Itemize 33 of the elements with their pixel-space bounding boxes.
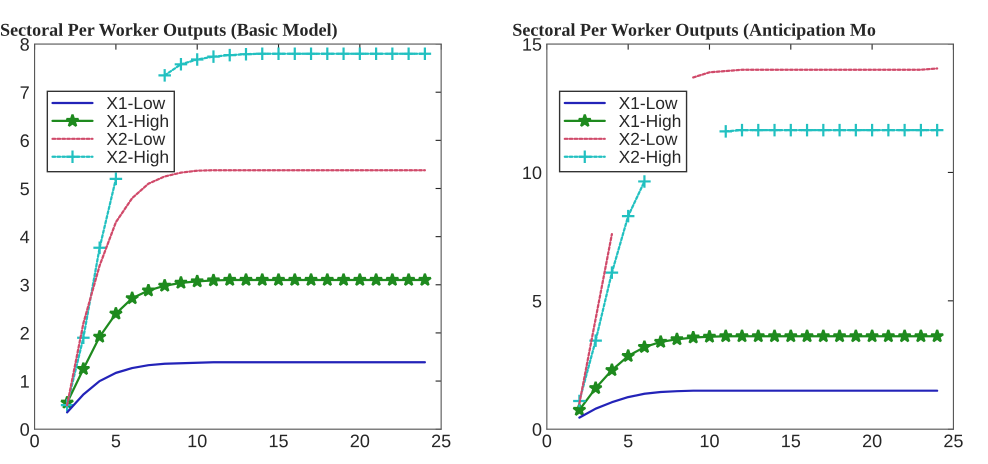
y-tick-label: 10 (523, 166, 542, 180)
y-tick-label: 15 (523, 38, 542, 51)
x-tick-label: 0 (30, 434, 39, 448)
x-tick-label: 20 (862, 434, 882, 448)
legend-label: X2-Low (106, 132, 166, 146)
x-tick-label: 25 (432, 434, 450, 448)
x-tick-label: 20 (350, 434, 370, 448)
x-tick-label: 25 (944, 434, 963, 448)
legend-label: X2-High (619, 150, 680, 166)
legend-label: X1-High (106, 114, 168, 131)
x-tick-label: 15 (782, 434, 800, 448)
x-tick-label: 10 (700, 434, 719, 448)
x-tick-label: 10 (188, 434, 207, 448)
y-tick-label: 5 (20, 182, 29, 196)
y-tick-label: 0 (532, 423, 542, 436)
legend-label: X1-Low (106, 97, 166, 110)
y-tick-label: 7 (20, 86, 29, 99)
y-tick-label: 4 (20, 230, 30, 244)
x-tick-label: 15 (270, 434, 288, 448)
y-tick-label: 6 (20, 134, 29, 148)
x-tick-label: 5 (112, 434, 120, 448)
y-tick-label: 5 (532, 294, 542, 308)
legend-label: X2-High (106, 150, 168, 166)
x-tick-label: 5 (624, 434, 632, 448)
y-tick-label: 0 (20, 423, 30, 436)
legend-label: X2-Low (619, 132, 678, 146)
y-tick-label: 3 (20, 278, 29, 292)
legend-label: X1-Low (619, 97, 678, 110)
y-tick-label: 2 (20, 326, 29, 340)
y-tick-label: 1 (21, 375, 29, 388)
y-tick-label: 8 (20, 38, 29, 51)
legend-label: X1-High (619, 114, 680, 131)
x-tick-label: 0 (542, 434, 552, 448)
